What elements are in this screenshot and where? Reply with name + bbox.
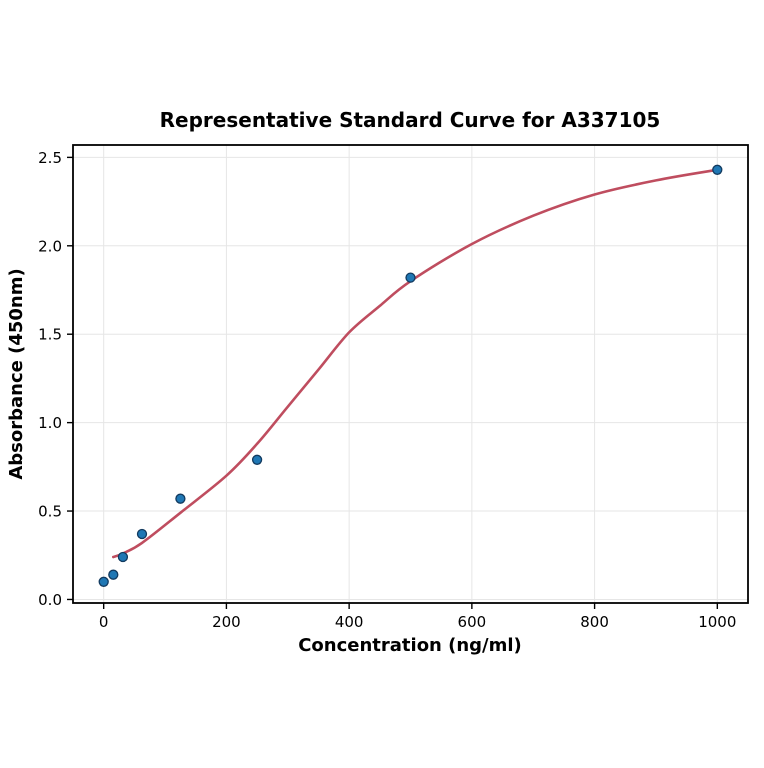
y-tick-label: 2.5 bbox=[38, 149, 62, 167]
data-point bbox=[117, 551, 129, 563]
data-point bbox=[251, 454, 263, 465]
data-point bbox=[136, 528, 148, 540]
data-point bbox=[405, 272, 416, 283]
x-tick-label: 600 bbox=[458, 613, 487, 631]
x-tick-label: 200 bbox=[212, 613, 241, 631]
y-tick-label: 0.0 bbox=[38, 591, 62, 609]
y-tick-label: 1.0 bbox=[38, 414, 62, 432]
x-tick-label: 400 bbox=[335, 613, 364, 631]
plot-frame bbox=[72, 144, 749, 604]
series-layer bbox=[98, 164, 723, 587]
y-tick-label: 1.5 bbox=[38, 326, 62, 344]
data-point bbox=[108, 569, 119, 580]
x-tick-label: 1000 bbox=[698, 613, 736, 631]
4pl-fit-curve bbox=[112, 168, 719, 559]
y-tick-label: 2.0 bbox=[38, 237, 62, 255]
data-point bbox=[712, 164, 723, 175]
y-axis-label: Absorbance (450nm) bbox=[6, 268, 27, 479]
data-point bbox=[98, 576, 109, 587]
chart-title: Representative Standard Curve for A33710… bbox=[160, 108, 661, 132]
x-axis-label: Concentration (ng/ml) bbox=[298, 635, 522, 656]
y-tick-label: 0.5 bbox=[38, 503, 62, 521]
grid-layer bbox=[73, 145, 748, 603]
tick-layer: 0 200 400 600 800 1000 0.0 0.5 1.0 1.5 2.0 2.5 bbox=[38, 149, 736, 631]
x-tick-label: 0 bbox=[99, 613, 109, 631]
data-point bbox=[175, 493, 186, 504]
x-tick-label: 800 bbox=[580, 613, 609, 631]
